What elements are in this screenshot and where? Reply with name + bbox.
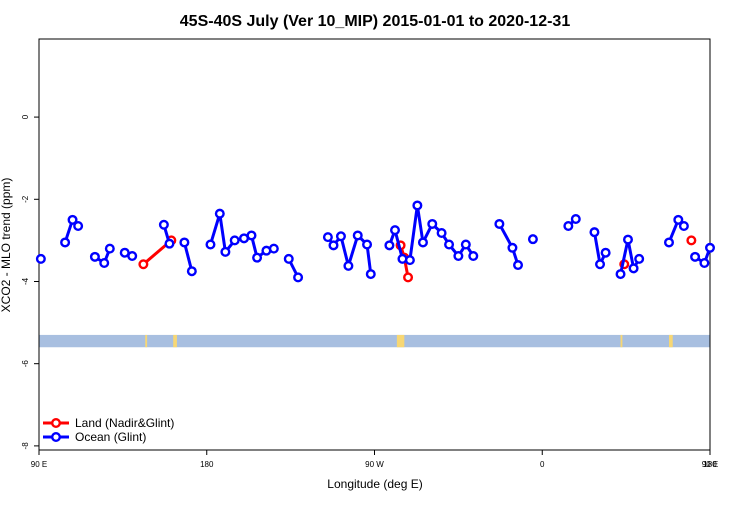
legend-label: Land (Nadir&Glint) xyxy=(75,416,174,430)
series-layer xyxy=(35,200,716,283)
legend-marker xyxy=(51,432,62,443)
x-tick-label: 90 W xyxy=(365,460,384,469)
data-point xyxy=(507,242,518,253)
land-band-segment xyxy=(668,334,673,348)
data-point xyxy=(699,257,710,268)
data-point xyxy=(453,251,464,262)
data-point xyxy=(362,239,373,250)
data-point xyxy=(403,272,414,283)
data-point xyxy=(404,255,415,266)
data-point xyxy=(427,218,438,229)
data-point xyxy=(615,269,626,280)
data-point xyxy=(352,230,363,241)
data-point xyxy=(384,240,395,251)
land-band-segment xyxy=(620,334,623,348)
data-point xyxy=(595,259,606,270)
data-point xyxy=(179,237,190,248)
series-ocean xyxy=(35,200,716,283)
data-point xyxy=(527,234,538,245)
chart-title: 45S-40S July (Ver 10_MIP) 2015-01-01 to … xyxy=(180,13,571,30)
data-point xyxy=(328,240,339,251)
y-axis: 0 -2 -4 -6 -8 xyxy=(21,114,39,449)
x-tick-label: 90 E xyxy=(31,460,47,469)
data-point xyxy=(600,247,611,258)
data-point xyxy=(494,218,505,229)
data-point xyxy=(634,253,645,264)
x-tick-label: 90 E xyxy=(702,460,718,469)
data-point xyxy=(690,251,701,262)
land-ocean-band xyxy=(39,334,710,348)
data-point xyxy=(214,208,225,219)
data-point xyxy=(229,235,240,246)
data-point xyxy=(99,257,110,268)
data-point xyxy=(60,237,71,248)
data-point xyxy=(220,246,231,257)
data-point xyxy=(673,214,684,225)
data-point xyxy=(570,214,581,225)
y-axis-label: XCO2 - MLO trend (ppm) xyxy=(0,178,13,313)
x-tick-label: 180 xyxy=(703,460,717,469)
data-point xyxy=(186,266,197,277)
land-band-segment xyxy=(396,334,405,348)
data-point xyxy=(678,221,689,232)
data-point xyxy=(343,260,354,271)
data-point xyxy=(412,200,423,211)
legend-marker xyxy=(51,418,62,429)
data-point xyxy=(252,252,263,263)
data-point xyxy=(622,234,633,245)
y-tick-label: 0 xyxy=(21,114,30,119)
data-point xyxy=(365,269,376,280)
y-tick-label: -2 xyxy=(21,195,30,203)
y-tick-label: -8 xyxy=(21,442,30,450)
data-point xyxy=(460,239,471,250)
data-point xyxy=(322,232,333,243)
data-point xyxy=(589,227,600,238)
data-point xyxy=(268,243,279,254)
x-axis-label: Longitude (deg E) xyxy=(327,477,422,491)
data-point xyxy=(67,214,78,225)
data-point xyxy=(246,230,257,241)
plot-frame xyxy=(38,38,711,451)
legend: Land (Nadir&Glint)Ocean (Glint) xyxy=(43,416,174,444)
x-tick-label: 0 xyxy=(540,460,545,469)
data-point xyxy=(436,227,447,238)
ocean-band xyxy=(39,334,710,348)
data-point xyxy=(686,235,697,246)
data-point xyxy=(563,221,574,232)
data-point xyxy=(104,243,115,254)
y-tick-label: -6 xyxy=(21,360,30,368)
data-point xyxy=(335,231,346,242)
data-point xyxy=(293,272,304,283)
legend-label: Ocean (Glint) xyxy=(75,430,146,444)
data-point xyxy=(158,219,169,230)
x-tick-label: 180 xyxy=(200,460,214,469)
data-point xyxy=(89,251,100,262)
data-point xyxy=(513,260,524,271)
data-point xyxy=(663,237,674,248)
data-point xyxy=(468,251,479,262)
y-tick-label: -4 xyxy=(21,277,30,285)
data-point xyxy=(628,263,639,274)
data-point xyxy=(444,239,455,250)
data-point xyxy=(417,237,428,248)
land-band-segment xyxy=(145,334,148,348)
data-point xyxy=(283,253,294,264)
series-line xyxy=(619,238,641,275)
data-point xyxy=(164,238,175,249)
data-point xyxy=(705,242,716,253)
land-band-segment xyxy=(173,334,177,348)
data-point xyxy=(390,225,401,236)
data-point xyxy=(127,251,138,262)
data-point xyxy=(205,239,216,250)
data-point xyxy=(73,221,84,232)
data-point xyxy=(138,259,149,270)
data-point xyxy=(35,253,46,264)
